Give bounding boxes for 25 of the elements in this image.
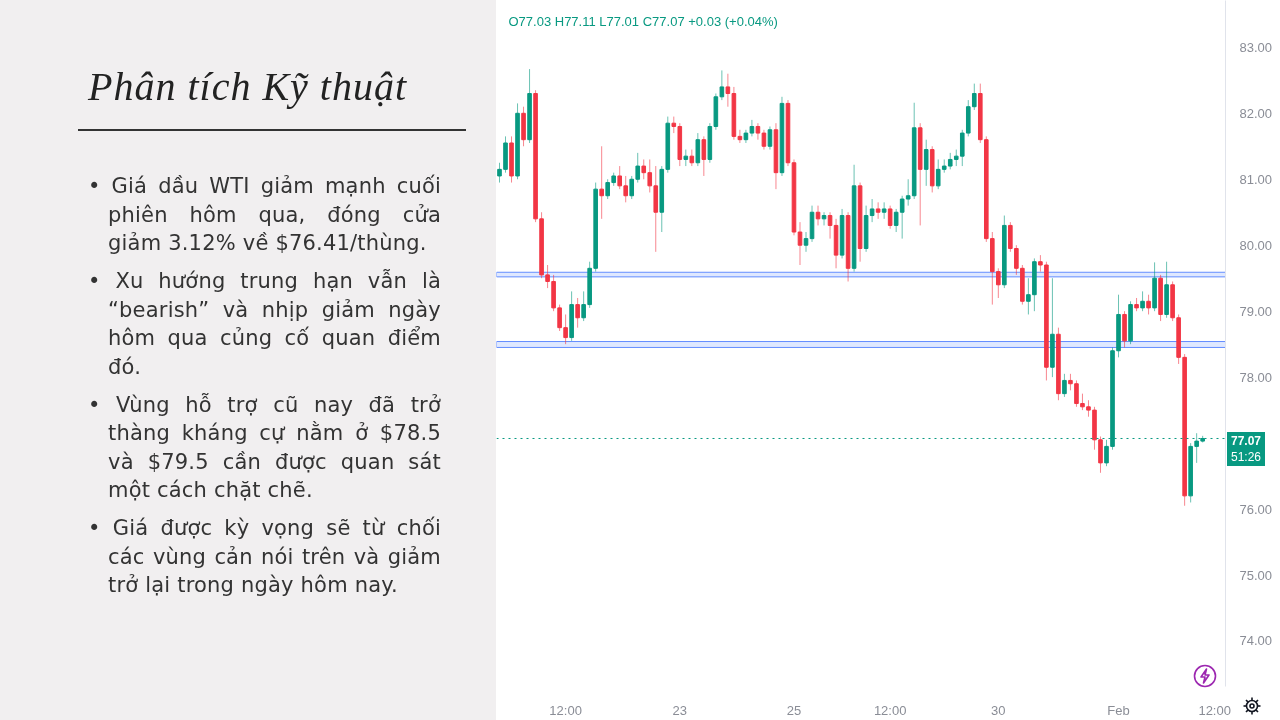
- x-tick-label: 12:00: [1198, 702, 1231, 718]
- y-tick-label: 78.00: [1239, 369, 1273, 385]
- y-tick-label: 81.00: [1239, 171, 1273, 187]
- y-tick-label: 74.00: [1239, 633, 1273, 649]
- text: • Giá dầu WTI giảm mạnh cuối phiên hôm qua, đóng cửa giảm 3.12% về $76.41/thùng.: [88, 173, 441, 257]
- y-tick-label: 76.00: [1239, 501, 1273, 517]
- x-tick-label: 12:00: [549, 702, 582, 718]
- x-tick-label: 30: [991, 702, 1006, 718]
- y-tick-label: 82.00: [1239, 105, 1273, 121]
- y-tick-label: 83.00: [1239, 39, 1273, 55]
- x-tick-label: 23: [672, 702, 688, 718]
- text: • Xu hướng trung hạn vẫn là “bearish” và nhịp giảm ngày hôm qua củng cố quan điểm đó.: [88, 268, 441, 381]
- candlestick: [881, 201, 887, 220]
- y-tick-label: 75.00: [1239, 567, 1273, 583]
- y-tick-label: 80.00: [1239, 237, 1273, 253]
- ref-line-label: 77.07 51:26: [1231, 433, 1262, 464]
- text: Phân tích Kỹ thuật: [88, 63, 408, 111]
- text: O77.03 H77.11 L77.01 C77.07 +0.03 (+0.04%): [508, 13, 778, 29]
- x-tick-label: Feb: [1107, 702, 1130, 718]
- y-tick-label: 79.00: [1239, 303, 1273, 319]
- x-tick-label: 25: [786, 702, 802, 718]
- text: • Vùng hỗ trợ cũ nay đã trở thàng kháng cự nằm ở $78.5 và $79.5 cần được quan sát một cách chặt chẽ.: [88, 391, 441, 504]
- candlestick: [875, 201, 881, 220]
- x-tick-label: 12:00: [873, 702, 907, 718]
- text: • Giá được kỳ vọng sẽ từ chối các vùng cản nói trên và giảm trở lại trong ngày hôm nay.: [88, 515, 441, 599]
